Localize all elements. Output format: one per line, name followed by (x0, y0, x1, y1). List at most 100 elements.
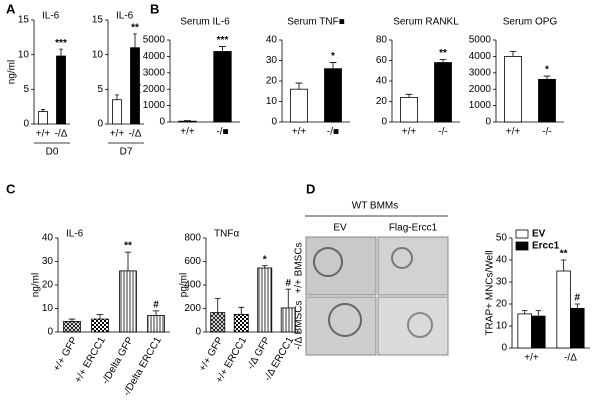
error-bar (560, 259, 567, 271)
y-tick-label: 30 (496, 277, 508, 288)
panel-letter: C (6, 181, 16, 196)
chart-title: IL-6 (42, 11, 60, 22)
y-tick-label: 3000 (469, 67, 492, 78)
bar (178, 120, 197, 123)
y-tick-label: 400 (184, 280, 201, 291)
y-tick-label: 0 (271, 117, 277, 128)
legend-label: Ercc1 (532, 241, 560, 252)
y-tick-label: 15 (18, 15, 30, 26)
error-bar (219, 46, 226, 52)
y-axis-label: pg/ml (131, 69, 142, 93)
chart-title: Serum IL-6 (180, 17, 230, 28)
error-bar (152, 310, 160, 316)
error-bar (535, 310, 542, 317)
x-axis-label: D0 (46, 147, 59, 158)
y-axis-label: ng/ml (7, 60, 18, 84)
bar (556, 270, 571, 349)
y-tick-label: 600 (184, 256, 201, 267)
error-bar (68, 318, 76, 322)
annotation: * (331, 51, 335, 62)
bar (434, 62, 452, 123)
error-bar (574, 303, 581, 309)
bar (91, 318, 109, 333)
y-tick-label: 0 (47, 327, 53, 338)
bar (63, 321, 81, 333)
y-axis-label: pg/ml (179, 273, 190, 297)
panel-letter: D (306, 181, 315, 196)
y-tick-label: 0 (159, 117, 165, 128)
micrographs: WT BMMs EV Flag-Ercc1 +/+ BMSCs -/Δ BMSC… (294, 201, 449, 356)
x-tick-label: -/Δ (129, 129, 142, 140)
y-tick-label: 20 (42, 280, 54, 291)
y-tick-label: 10 (42, 303, 54, 314)
y-tick-label: 40 (42, 233, 54, 244)
panel-letter: A (6, 1, 16, 16)
annotation: * (545, 65, 549, 76)
x-tick-label: -/Δ (564, 353, 577, 364)
bar (56, 55, 66, 125)
error-bar (509, 51, 517, 57)
micro-column: Flag-Ercc1 (389, 223, 438, 234)
y-tick-label: 10 (266, 96, 278, 107)
bar (213, 51, 232, 123)
chart-title: IL-6 (116, 11, 134, 22)
bar (324, 68, 342, 123)
chart-title: Serum OPG (503, 17, 558, 28)
bar (400, 97, 418, 123)
error-bar (295, 82, 303, 90)
y-tick-label: 1000 (143, 100, 166, 111)
bar (38, 111, 48, 125)
y-tick-label: 30 (42, 256, 54, 267)
x-tick-label: +/+ (36, 129, 51, 140)
chart-title: Serum TNF■ (287, 17, 345, 28)
y-axis-label: ng/ml (31, 273, 42, 297)
y-tick-label: 0 (97, 119, 103, 130)
annotation: ** (560, 249, 568, 260)
annotation: # (575, 293, 581, 304)
annotation: # (285, 278, 291, 289)
cell (407, 312, 433, 338)
micro-column: EV (333, 223, 347, 234)
y-tick-label: 0 (195, 327, 201, 338)
annotation: ** (131, 23, 139, 34)
y-tick-label: 200 (184, 303, 201, 314)
cell (328, 303, 362, 337)
y-tick-label: 20 (266, 76, 278, 87)
bar (147, 315, 165, 333)
x-tick-label: -/- (438, 127, 447, 138)
y-tick-label: 40 (376, 76, 388, 87)
chart-title: IL-6 (66, 229, 84, 240)
annotation: ** (124, 241, 132, 252)
x-tick-label: +/+ (524, 353, 539, 364)
x-tick-label: -/Δ (55, 129, 68, 140)
bar (210, 312, 226, 333)
error-bar (133, 33, 137, 48)
annotation: * (263, 254, 267, 265)
error-bar (439, 59, 447, 63)
micro-row: +/+ BMSCs (294, 242, 305, 293)
cell (313, 247, 343, 277)
y-tick-label: 5000 (143, 35, 166, 46)
y-tick-label: 20 (376, 96, 388, 107)
y-tick-label: 4000 (143, 51, 166, 62)
error-bar (115, 94, 119, 100)
y-tick-label: 10 (496, 321, 508, 332)
y-tick-label: 3000 (143, 67, 166, 78)
error-bar (41, 109, 45, 112)
y-tick-label: 0 (381, 117, 387, 128)
y-tick-label: 15 (92, 15, 104, 26)
bar (290, 88, 308, 123)
error-bar (521, 310, 528, 314)
x-tick-label: +/+ (292, 127, 307, 138)
legend-swatch (515, 229, 529, 239)
micrograph (377, 236, 449, 296)
chart-title: TNFα (214, 229, 239, 240)
annotation: ** (439, 48, 447, 59)
x-tick-label: +/+ (180, 127, 195, 138)
y-tick-label: 0 (485, 117, 491, 128)
error-bar (405, 93, 413, 98)
y-tick-label: 5000 (469, 35, 492, 46)
micrograph (305, 296, 377, 356)
micrograph (377, 296, 449, 356)
micro-row: -/Δ BMSCs (294, 301, 305, 350)
